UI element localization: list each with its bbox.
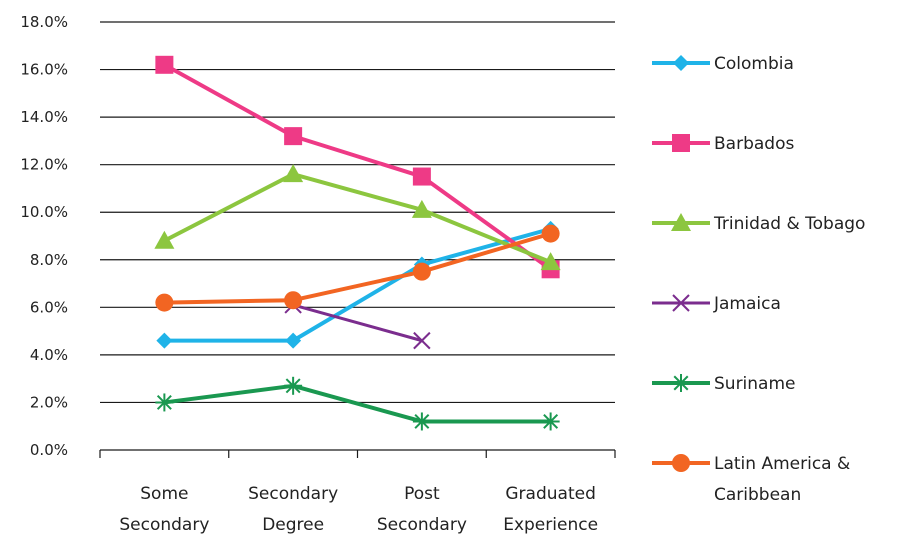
legend-item: Colombia xyxy=(652,54,794,74)
data-point xyxy=(411,199,432,218)
data-point xyxy=(154,230,175,249)
legend: Colombia Barbados Trinidad & Tobago Jamaica… xyxy=(652,54,865,505)
legend-marker xyxy=(672,134,690,152)
axes: 0.0% 2.0% 4.0% 6.0% 8.0% 10.0% 12.0% 14.0% 16.0%… xyxy=(20,13,616,535)
data-point xyxy=(156,332,173,349)
y-tick-label: 0.0% xyxy=(30,441,68,459)
x-tick-label: Secondary xyxy=(119,515,209,535)
x-tick-label: Degree xyxy=(262,515,324,535)
data-point xyxy=(412,262,431,281)
legend-label: Barbados xyxy=(714,134,794,154)
series-line xyxy=(162,383,553,424)
legend-marker xyxy=(672,374,690,392)
legend-label: Latin America & xyxy=(714,454,850,474)
legend-marker xyxy=(672,454,690,472)
data-point xyxy=(540,252,561,271)
series-line xyxy=(291,303,424,343)
y-tick-label: 4.0% xyxy=(30,346,68,364)
data-point xyxy=(284,376,303,395)
data-point xyxy=(284,127,303,146)
data-point xyxy=(413,331,431,350)
legend-label: Suriname xyxy=(714,374,796,394)
legend-label: Trinidad & Tobago xyxy=(713,214,865,234)
data-series xyxy=(154,55,561,431)
y-tick-label: 10.0% xyxy=(20,203,68,221)
data-point xyxy=(541,224,560,243)
legend-item: Suriname xyxy=(652,374,796,394)
y-tick-label: 18.0% xyxy=(20,13,68,31)
gridlines xyxy=(100,21,615,404)
data-point xyxy=(155,393,174,412)
data-point xyxy=(155,55,174,74)
x-tick-label: Secondary xyxy=(377,515,467,535)
marker-stroke xyxy=(413,331,431,350)
legend-marker xyxy=(671,213,691,231)
legend-item: Latin America & Caribbean xyxy=(652,454,850,505)
y-tick-label: 14.0% xyxy=(20,108,68,126)
legend-label: Colombia xyxy=(714,54,794,74)
y-tick-label: 16.0% xyxy=(20,61,68,79)
data-point xyxy=(412,412,431,431)
x-tick-label: Graduated xyxy=(505,484,595,504)
x-tick-label: Experience xyxy=(503,515,598,535)
series-colombia xyxy=(156,220,559,349)
series-suriname xyxy=(155,376,560,431)
data-point xyxy=(155,293,174,312)
series-line xyxy=(162,231,553,305)
legend-label: Jamaica xyxy=(713,294,781,314)
x-tick-label: Post xyxy=(404,484,440,504)
legend-marker xyxy=(672,294,690,312)
marker-stroke xyxy=(672,294,690,312)
legend-marker xyxy=(673,55,689,71)
legend-item: Jamaica xyxy=(652,294,781,314)
y-tick-label: 6.0% xyxy=(30,298,68,316)
x-tick-label: Secondary xyxy=(248,484,338,504)
series-trinidad-tobago xyxy=(154,164,561,271)
data-point xyxy=(283,164,304,183)
data-point xyxy=(284,291,303,310)
data-point xyxy=(412,167,431,186)
y-tick-label: 8.0% xyxy=(30,251,68,269)
series-latin-america-caribbean xyxy=(155,224,560,312)
series-line xyxy=(162,62,553,272)
series-line xyxy=(162,172,553,265)
y-tick-label: 2.0% xyxy=(30,393,68,411)
data-point xyxy=(541,412,560,431)
data-point xyxy=(285,332,302,349)
x-tick-label: Some xyxy=(140,484,188,504)
legend-item: Trinidad & Tobago xyxy=(652,213,865,234)
legend-label: Caribbean xyxy=(714,485,801,505)
series-line xyxy=(162,226,553,343)
legend-item: Barbados xyxy=(652,134,794,154)
y-tick-label: 12.0% xyxy=(20,156,68,174)
